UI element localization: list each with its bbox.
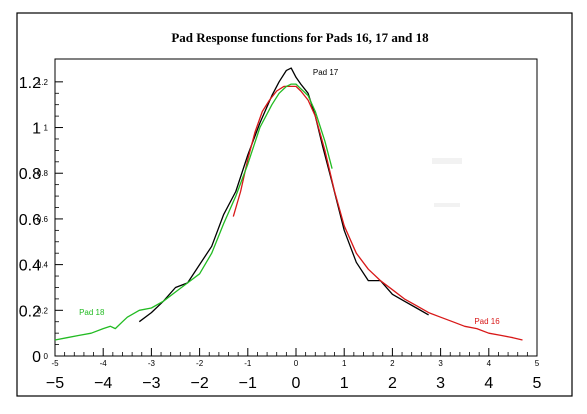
axis-ticks: -5−5-4−4-3−3-2−2-1−1001122334455000.20.2… [19, 75, 542, 392]
outer-frame [16, 12, 573, 397]
y-tick-label-small: 0.8 [37, 169, 49, 178]
x-tick-label-small: -3 [148, 359, 156, 368]
y-tick-label-small: 1.2 [37, 78, 49, 87]
x-tick-label-small: -5 [51, 359, 59, 368]
x-tick-label: 4 [484, 375, 493, 392]
pad-16-label: Pad 16 [474, 317, 500, 326]
scan-smudge [432, 158, 462, 164]
pad-17-label: Pad 17 [313, 68, 339, 77]
x-tick-label: 2 [388, 375, 397, 392]
x-tick-label-small: 5 [535, 359, 540, 368]
x-tick-label: −4 [94, 375, 112, 392]
x-tick-label: −5 [46, 375, 64, 392]
chart-title: Pad Response functions for Pads 16, 17 a… [171, 30, 429, 45]
x-tick-label: −2 [190, 375, 208, 392]
x-tick-label-small: 0 [294, 359, 299, 368]
pad-17-curve [138, 67, 429, 323]
y-tick-label-small: 0.4 [37, 261, 49, 270]
scan-smudge [434, 203, 460, 207]
y-tick-label: 0 [32, 349, 41, 366]
x-tick-label-small: -1 [244, 359, 252, 368]
x-tick-label: 5 [533, 375, 542, 392]
curve-labels: Pad 17 Pad 16 Pad 18 [79, 68, 500, 326]
x-tick-label-small: -4 [100, 359, 108, 368]
curves [54, 67, 523, 341]
x-tick-label-small: 3 [438, 359, 443, 368]
y-tick-label: 1.2 [19, 75, 41, 92]
pad-18-curve [54, 83, 333, 341]
x-tick-label: 3 [436, 375, 445, 392]
y-tick-label: 0.2 [19, 303, 41, 320]
x-tick-label: −1 [239, 375, 257, 392]
x-tick-label-small: 2 [390, 359, 395, 368]
x-tick-label-small: 1 [342, 359, 347, 368]
y-tick-label: 0.6 [19, 212, 41, 229]
pad-18-label: Pad 18 [79, 308, 105, 317]
y-tick-label: 0.4 [19, 258, 41, 275]
x-tick-label-small: -2 [196, 359, 204, 368]
y-tick-label-small: 1 [44, 124, 49, 133]
x-tick-label: 0 [292, 375, 301, 392]
x-tick-label: 1 [340, 375, 349, 392]
x-tick-label-small: 4 [487, 359, 492, 368]
y-tick-label-small: 0.6 [37, 215, 49, 224]
y-tick-label-small: 0.2 [37, 306, 49, 315]
y-tick-label-small: 0 [44, 352, 49, 361]
x-tick-label: −3 [142, 375, 160, 392]
y-tick-label: 0.8 [19, 166, 41, 183]
y-tick-label: 1 [32, 121, 41, 138]
pad-16-curve [232, 85, 523, 341]
